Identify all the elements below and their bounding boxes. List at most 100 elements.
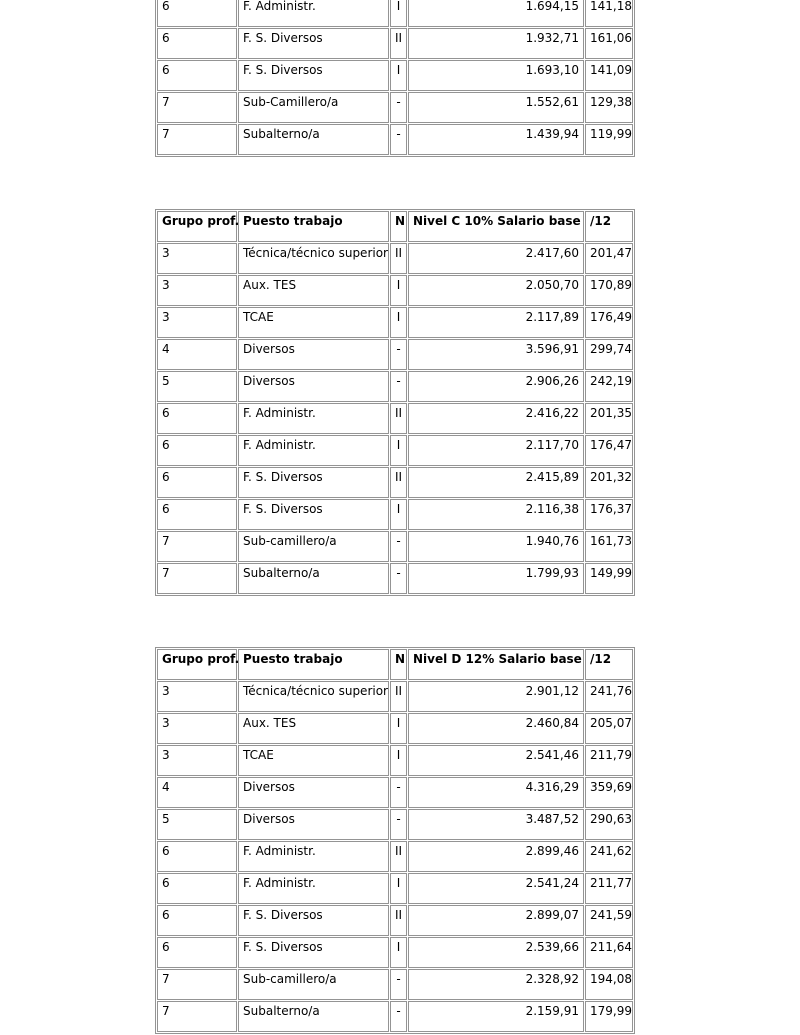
table-cell: 141,09 <box>585 60 633 91</box>
column-header: /12 <box>585 649 633 680</box>
table-cell: 205,07 <box>585 713 633 744</box>
column-header: Nivel D 12% Salario base <box>408 649 584 680</box>
salary-table-nivel-d: Grupo prof. Puesto trabajo N Nivel D 12% Sa… <box>155 647 635 1034</box>
table-row: 6 F. Administr. II 2.899,46 241,62 <box>157 841 633 872</box>
table-row: 6 F. S. Diversos I 2.539,66 211,64 <box>157 937 633 968</box>
table-cell: 359,69 <box>585 777 633 808</box>
table-cell: 211,79 <box>585 745 633 776</box>
table-cell: 3.487,52 <box>408 809 584 840</box>
table-cell: 4 <box>157 339 237 370</box>
table-row: 7 Sub-Camillero/a -1.552,61 129,38 <box>157 92 633 123</box>
table-row: 3 Técnica/técnico superior II 2.417,60 201,4… <box>157 243 633 274</box>
table-cell: 176,37 <box>585 499 633 530</box>
table-cell: - <box>390 563 407 594</box>
table-row: 4 Diversos -3.596,91 299,74 <box>157 339 633 370</box>
table-cell: Sub-Camillero/a <box>238 92 389 123</box>
table-cell: 179,99 <box>585 1001 633 1032</box>
table-cell: I <box>390 937 407 968</box>
table-cell: TCAE <box>238 745 389 776</box>
table-cell: Diversos <box>238 809 389 840</box>
table-cell: I <box>390 435 407 466</box>
table-cell: 6 <box>157 28 237 59</box>
table-cell: 6 <box>157 937 237 968</box>
table-cell: 5 <box>157 371 237 402</box>
table-cell: 170,89 <box>585 275 633 306</box>
table-cell: 7 <box>157 563 237 594</box>
table-cell: - <box>390 809 407 840</box>
table-cell: 2.906,26 <box>408 371 584 402</box>
table-row: 3 Aux. TES I 2.460,84 205,07 <box>157 713 633 744</box>
table-cell: 290,63 <box>585 809 633 840</box>
table-cell: - <box>390 1001 407 1032</box>
table-cell: 7 <box>157 969 237 1000</box>
table-cell: F. S. Diversos <box>238 467 389 498</box>
column-header: N <box>390 649 407 680</box>
table-cell: 4.316,29 <box>408 777 584 808</box>
table-cell: 2.415,89 <box>408 467 584 498</box>
salary-table-nivel-d-body: Grupo prof. Puesto trabajo N Nivel D 12% Sa… <box>157 649 633 1032</box>
table-row: 6 F. S. Diversos II 2.899,07 241,59 <box>157 905 633 936</box>
table-cell: 1.693,10 <box>408 60 584 91</box>
table-cell: 3 <box>157 681 237 712</box>
table-cell: 2.539,66 <box>408 937 584 968</box>
table-cell: 2.901,12 <box>408 681 584 712</box>
table-cell: 6 <box>157 60 237 91</box>
table-row: 3 TCAE I 2.117,89 176,49 <box>157 307 633 338</box>
table-cell: 6 <box>157 467 237 498</box>
table-cell: Subalterno/a <box>238 124 389 155</box>
column-header: Grupo prof. <box>157 211 239 242</box>
table-cell: 6 <box>157 905 237 936</box>
table-cell: 141,18 <box>585 0 633 27</box>
table-row: 6 F. Administr. I 2.117,70 176,47 <box>157 435 633 466</box>
table-cell: I <box>390 307 407 338</box>
table-row: 7 Sub-camillero/a -2.328,92 194,08 <box>157 969 633 1000</box>
table-row: 6 F. S. Diversos I 1.693,10 141,09 <box>157 60 633 91</box>
table-row: 6 F. S. Diversos II 1.932,71 161,06 <box>157 28 633 59</box>
table-cell: 2.117,70 <box>408 435 584 466</box>
table-cell: - <box>390 124 407 155</box>
document-body: 6 F. Administr. I 1.694,15 141,18 6 F. S. Dive… <box>155 0 636 1034</box>
table-cell: 2.117,89 <box>408 307 584 338</box>
table-cell: 3 <box>157 275 237 306</box>
table-cell: Técnica/técnico superior <box>238 681 389 712</box>
table-cell: 201,47 <box>585 243 633 274</box>
table-row: 5 Diversos -2.906,26 242,19 <box>157 371 633 402</box>
header-row: Grupo prof. Puesto trabajo N Nivel C 10% Sa… <box>157 211 633 242</box>
table-row: 5 Diversos -3.487,52 290,63 <box>157 809 633 840</box>
table-cell: 2.328,92 <box>408 969 584 1000</box>
table-cell: 176,49 <box>585 307 633 338</box>
column-header: Puesto trabajo <box>238 649 389 680</box>
table-cell: II <box>390 243 407 274</box>
table-cell: 6 <box>157 435 237 466</box>
table-cell: 3 <box>157 307 237 338</box>
table-cell: I <box>390 713 407 744</box>
table-cell: 1.439,94 <box>408 124 584 155</box>
table-cell: F. Administr. <box>238 435 389 466</box>
salary-table-partial: 6 F. Administr. I 1.694,15 141,18 6 F. S. Dive… <box>155 0 635 157</box>
table-cell: - <box>390 339 407 370</box>
table-row: 3 Aux. TES I 2.050,70 170,89 <box>157 275 633 306</box>
table-cell: 3 <box>157 745 237 776</box>
table-cell: 2.899,46 <box>408 841 584 872</box>
header-row: Grupo prof. Puesto trabajo N Nivel D 12% Sa… <box>157 649 633 680</box>
table-cell: 2.541,46 <box>408 745 584 776</box>
table-cell: 7 <box>157 124 237 155</box>
table-row: 6 F. S. Diversos II 2.415,89 201,32 <box>157 467 633 498</box>
salary-table-nivel-c-body: Grupo prof. Puesto trabajo N Nivel C 10% Sa… <box>157 211 633 594</box>
table-row: 6 F. Administr. I 1.694,15 141,18 <box>157 0 633 27</box>
table-row: 6 F. Administr. II 2.416,22 201,35 <box>157 403 633 434</box>
column-header: N <box>390 211 407 242</box>
table-cell: Aux. TES <box>238 713 389 744</box>
table-cell: II <box>390 467 407 498</box>
table-cell: Sub-camillero/a <box>238 531 389 562</box>
table-cell: I <box>390 275 407 306</box>
table-cell: - <box>390 92 407 123</box>
table-cell: I <box>390 873 407 904</box>
table-cell: 129,38 <box>585 92 633 123</box>
table-cell: Diversos <box>238 777 389 808</box>
table-cell: II <box>390 905 407 936</box>
table-cell: TCAE <box>238 307 389 338</box>
column-header: Grupo prof. <box>157 649 239 680</box>
table-cell: 161,06 <box>585 28 633 59</box>
table-row: 3 TCAE I 2.541,46 211,79 <box>157 745 633 776</box>
